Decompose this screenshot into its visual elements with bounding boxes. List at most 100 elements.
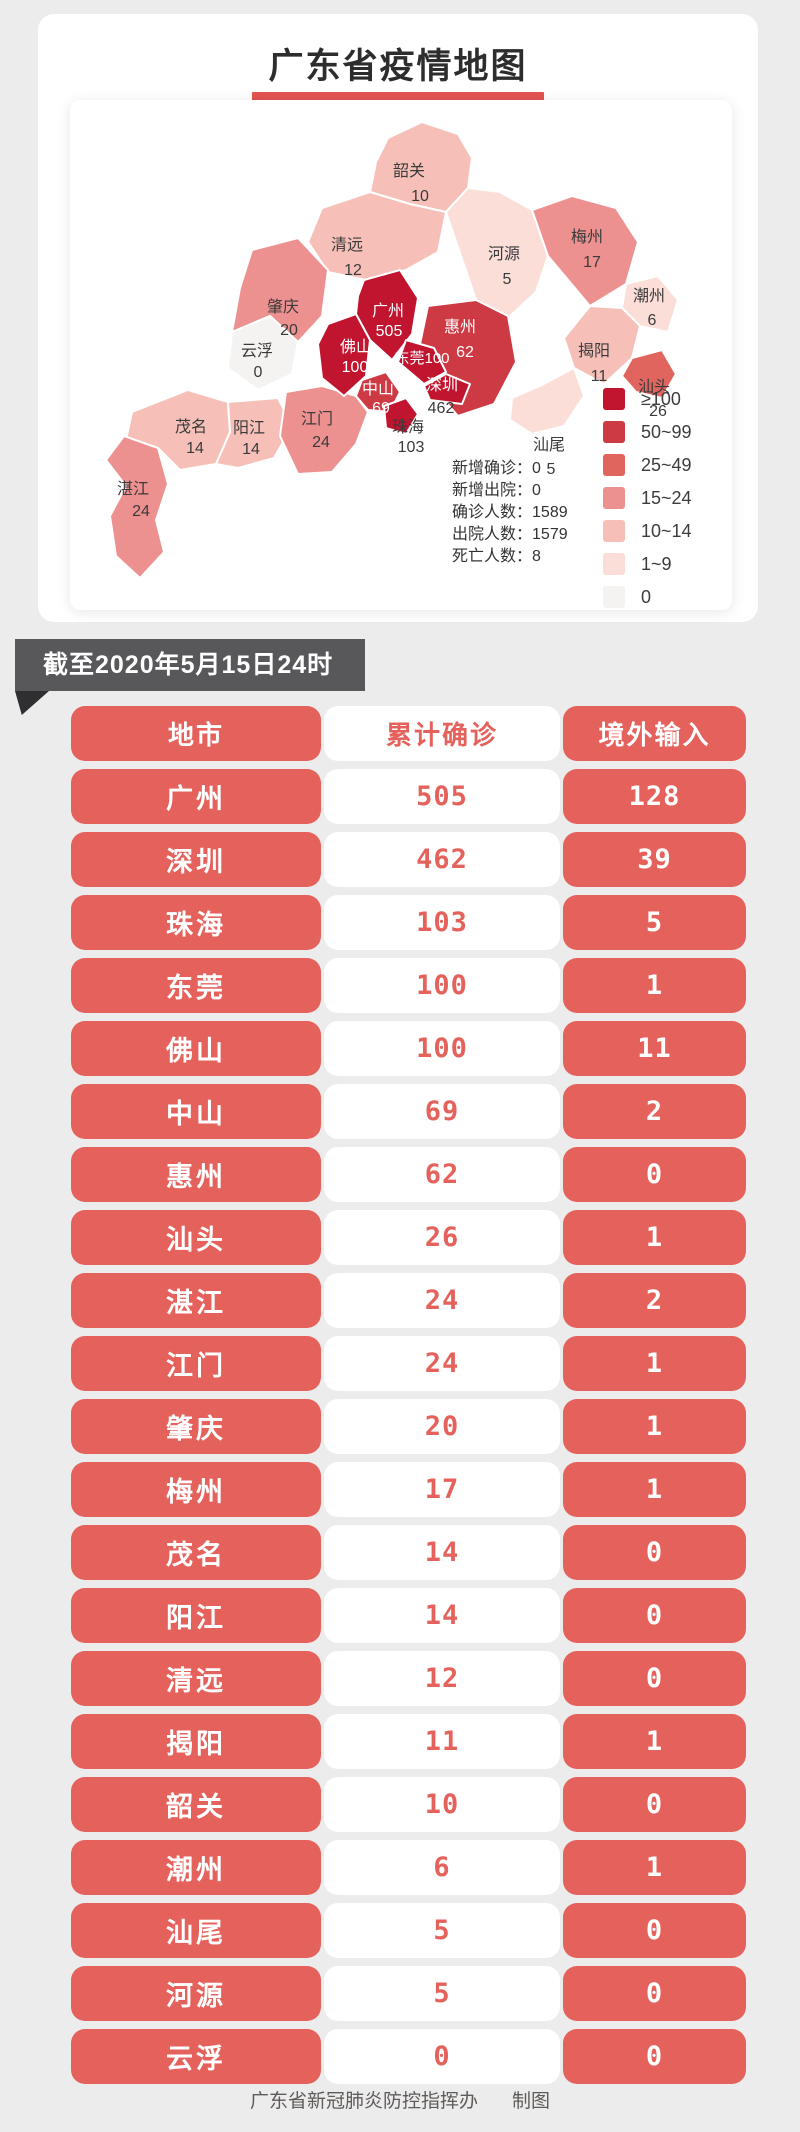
map-label-shenzhen: 深圳 — [426, 376, 458, 394]
table-row: 清远 12 0 — [71, 1651, 746, 1706]
legend-label: 25~49 — [641, 454, 692, 475]
stat-value: 1579 — [532, 526, 568, 543]
legend-label: ≥100 — [641, 388, 681, 409]
table-row: 肇庆 20 1 — [71, 1399, 746, 1454]
imported-cell: 1 — [563, 958, 746, 1013]
confirmed-cell-text: 5 — [433, 1915, 451, 1946]
imported-cell-text: 11 — [637, 1033, 672, 1064]
city-cell: 广州 — [71, 769, 321, 824]
stat-colon: ： — [516, 526, 533, 543]
confirmed-cell-text: 103 — [416, 907, 468, 938]
map-label-shantou: 汕头 — [638, 378, 670, 396]
map-value-chaozhou: 6 — [648, 312, 657, 329]
confirmed-cell: 26 — [324, 1210, 560, 1265]
imported-cell-text: 5 — [645, 907, 664, 938]
legend-item: 0 — [603, 586, 692, 608]
map-region-qingyuan — [307, 191, 447, 281]
stat-colon: ： — [516, 504, 533, 521]
imported-cell-text: 0 — [645, 1537, 664, 1568]
confirmed-cell: 11 — [324, 1714, 560, 1769]
imported-cell: 1 — [563, 1399, 746, 1454]
imported-cell: 39 — [563, 832, 746, 887]
map-value-shenzhen: 462 — [428, 400, 455, 417]
confirmed-cell: 24 — [324, 1336, 560, 1391]
confirmed-cell: 12 — [324, 1651, 560, 1706]
map-value-guangzhou: 505 — [376, 323, 403, 340]
city-cell-text: 肇庆 — [166, 1414, 226, 1444]
city-cell: 汕头 — [71, 1210, 321, 1265]
stat-value: 0 — [532, 482, 541, 499]
header-imported: 境外输入 — [563, 706, 746, 761]
map-label-guangzhou: 广州 — [372, 302, 404, 320]
city-cell: 云浮 — [71, 2029, 321, 2084]
confirmed-cell-text: 24 — [424, 1285, 460, 1316]
imported-cell-text: 0 — [645, 1978, 664, 2009]
city-cell: 清远 — [71, 1651, 321, 1706]
city-cell-text: 东莞 — [166, 973, 226, 1003]
map-label-chaozhou: 潮州 — [633, 287, 665, 305]
confirmed-cell: 24 — [324, 1273, 560, 1328]
confirmed-cell-text: 100 — [416, 1033, 468, 1064]
city-cell-text: 梅州 — [166, 1477, 226, 1507]
table-row: 阳江 14 0 — [71, 1588, 746, 1643]
table-row: 汕头 26 1 — [71, 1210, 746, 1265]
city-cell-text: 深圳 — [166, 847, 226, 877]
table-row: 云浮 0 0 — [71, 2029, 746, 2084]
imported-cell: 2 — [563, 1273, 746, 1328]
city-cell: 湛江 — [71, 1273, 321, 1328]
map-value-foshan: 100 — [342, 359, 369, 376]
stat-label: 死亡人数 — [452, 548, 517, 565]
legend-item: ≥100 — [603, 388, 692, 410]
city-cell-text: 茂名 — [166, 1540, 226, 1570]
confirmed-cell-text: 14 — [424, 1537, 460, 1568]
imported-cell: 1 — [563, 1336, 746, 1391]
imported-cell: 0 — [563, 1588, 746, 1643]
map-label-qingyuan: 清远 — [331, 236, 363, 254]
confirmed-cell-text: 0 — [433, 2041, 451, 2072]
city-data-table: 地市 累计确诊 境外输入 广州 505 128 深圳 462 39 珠海 103 5 东莞 100 1 佛山 1… — [71, 706, 746, 2092]
map-region-zhuhai — [383, 397, 419, 435]
confirmed-cell-text: 11 — [424, 1726, 460, 1757]
confirmed-cell-text: 69 — [424, 1096, 460, 1127]
imported-cell-text: 1 — [645, 1474, 664, 1505]
city-cell-text: 惠州 — [166, 1162, 226, 1192]
map-region-dongguan — [397, 339, 447, 385]
city-cell-text: 阳江 — [166, 1603, 226, 1633]
stat-value: 1589 — [532, 504, 568, 521]
city-cell-text: 清远 — [166, 1666, 226, 1696]
imported-cell-text: 1 — [645, 1348, 664, 1379]
table-row: 江门 24 1 — [71, 1336, 746, 1391]
map-label-meizhou: 梅州 — [571, 228, 603, 246]
map-region-jieyang — [563, 305, 641, 385]
stat-line: 出院人数：1579 — [452, 524, 568, 546]
page-title: 广东省疫情地图 — [268, 47, 528, 86]
legend-swatch — [603, 586, 625, 608]
imported-cell-text: 1 — [645, 1852, 664, 1883]
city-cell: 惠州 — [71, 1147, 321, 1202]
legend-swatch — [603, 388, 625, 410]
table-row: 梅州 17 1 — [71, 1462, 746, 1517]
table-row: 东莞 100 1 — [71, 958, 746, 1013]
map-value-heyuan: 5 — [503, 271, 512, 288]
stat-value: 8 — [532, 548, 541, 565]
legend-item: 10~14 — [603, 520, 692, 542]
header-imported-text: 境外输入 — [598, 720, 711, 750]
city-cell: 茂名 — [71, 1525, 321, 1580]
city-cell-text: 珠海 — [166, 910, 226, 940]
city-cell: 潮州 — [71, 1840, 321, 1895]
stat-label: 出院人数 — [452, 526, 517, 543]
map-value-huizhou: 62 — [456, 344, 474, 361]
legend-label: 1~9 — [641, 553, 672, 574]
city-cell-text: 汕头 — [166, 1225, 226, 1255]
confirmed-cell: 5 — [324, 1903, 560, 1958]
header-city: 地市 — [71, 706, 321, 761]
imported-cell-text: 0 — [645, 2041, 664, 2072]
stat-colon: ： — [516, 548, 533, 565]
map-value-shanwei: 5 — [547, 461, 556, 478]
map-label-dongguan: 东莞100 — [394, 350, 449, 367]
map-region-yunfu — [227, 315, 299, 391]
city-cell: 深圳 — [71, 832, 321, 887]
stat-line: 死亡人数：8 — [452, 546, 568, 568]
table-row: 佛山 100 11 — [71, 1021, 746, 1076]
legend-item: 25~49 — [603, 454, 692, 476]
